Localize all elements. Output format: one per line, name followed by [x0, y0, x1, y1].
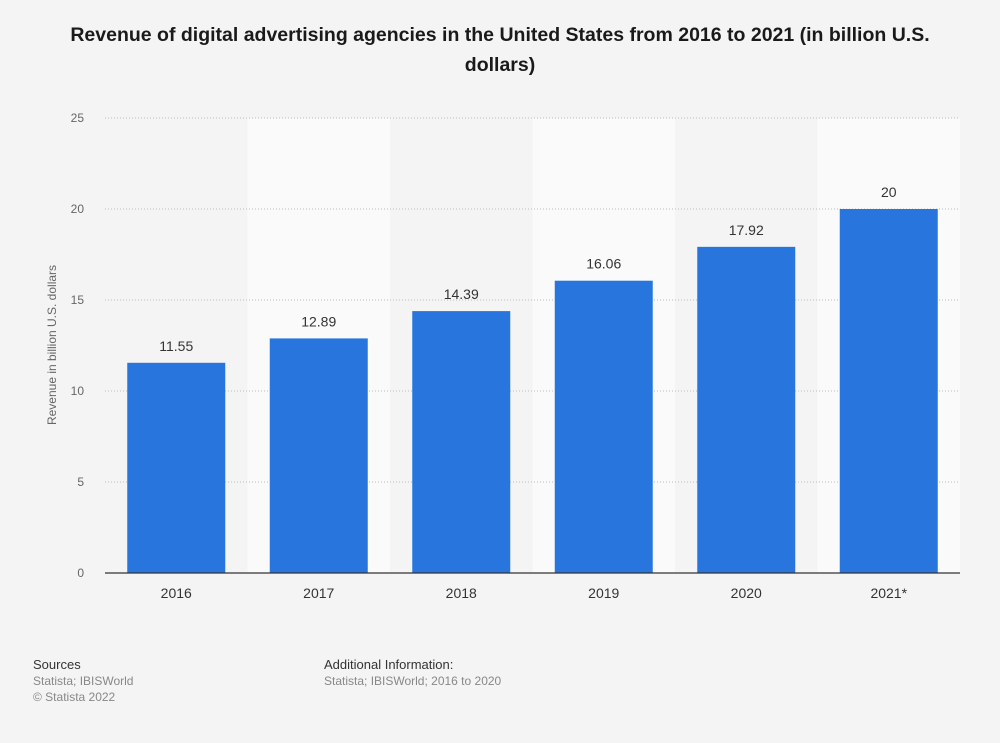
y-tick-label: 15 [71, 293, 85, 307]
x-tick-label: 2019 [588, 585, 619, 601]
additional-info-text: Statista; IBISWorld; 2016 to 2020 [324, 674, 502, 688]
x-tick-label: 2021* [870, 585, 907, 601]
bar [554, 280, 653, 573]
chart-title: Revenue of digital advertising agencies … [70, 24, 930, 76]
bar [839, 209, 938, 573]
bar [412, 311, 511, 573]
additional-info-block: Additional Information: Statista; IBISWo… [324, 657, 501, 689]
y-tick-label: 25 [71, 111, 85, 125]
data-label: 11.55 [159, 338, 193, 354]
x-tick-label: 2016 [161, 585, 192, 601]
data-label: 14.39 [444, 286, 479, 302]
bar [697, 246, 796, 573]
data-label: 20 [881, 184, 897, 200]
x-tick-label: 2020 [731, 585, 762, 601]
additional-info-heading: Additional Information: [324, 657, 454, 672]
y-axis-label: Revenue in billion U.S. dollars [45, 265, 59, 425]
data-label: 12.89 [301, 313, 336, 329]
sources-text: Statista; IBISWorld [33, 674, 134, 688]
data-label: 17.92 [729, 222, 764, 238]
x-tick-label: 2017 [303, 585, 334, 601]
data-label: 16.06 [586, 256, 621, 272]
bar [269, 338, 368, 573]
y-tick-label: 0 [77, 566, 84, 580]
sources-block: Sources Statista; IBISWorld © Statista 2… [33, 657, 133, 705]
x-tick-label: 2018 [446, 585, 477, 601]
sources-heading: Sources [33, 657, 81, 672]
copyright-text: © Statista 2022 [33, 690, 116, 704]
y-tick-label: 10 [71, 384, 85, 398]
y-tick-label: 5 [77, 475, 84, 489]
bar [127, 362, 226, 573]
y-tick-label: 20 [71, 202, 85, 216]
bar-chart: 0 5 10 15 20 25 11.55 2016 12.89 2017 14.39 2018 16.… [45, 111, 960, 601]
